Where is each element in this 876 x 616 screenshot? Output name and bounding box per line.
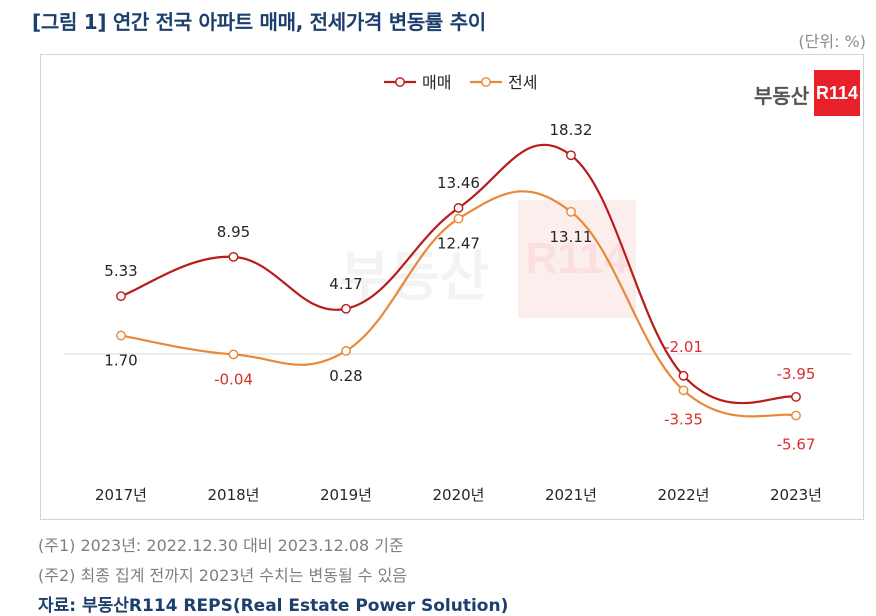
sale-data-label-5: -2.01 <box>664 338 703 356</box>
jeonse-data-label-4: 13.11 <box>550 228 593 246</box>
sale-point-1 <box>228 251 239 262</box>
jeonse-point-4 <box>566 206 576 217</box>
jeonse-data-label-6: -5.67 <box>777 436 816 454</box>
sale-data-label-0: 5.33 <box>104 262 137 280</box>
sale-data-label-1: 8.95 <box>217 223 250 241</box>
brand-logo-text: 부동산 <box>754 84 810 108</box>
jeonse-data-label-0: 1.70 <box>104 352 137 370</box>
sale-series-line <box>120 143 797 405</box>
footnote-1: (주1) 2023년: 2022.12.30 대비 2023.12.08 기준 <box>38 536 404 555</box>
watermark-text: 부동산 <box>340 245 490 308</box>
page-title: [그림 1] 연간 전국 아파트 매매, 전세가격 변동률 추이 <box>32 10 486 34</box>
sale-data-label-6: -3.95 <box>777 365 816 383</box>
legend-sale-label: 매매 <box>422 73 451 92</box>
sale-point-2 <box>341 303 351 314</box>
watermark-logo: R114 <box>518 200 636 318</box>
sale-data-label-3: 13.46 <box>437 174 480 192</box>
jeonse-point-1 <box>228 349 239 360</box>
sale-data-label-4: 18.32 <box>550 121 593 139</box>
jeonse-point-6 <box>791 410 801 421</box>
jeonse-point-3 <box>453 213 464 224</box>
x-tick-label-5: 2022년 <box>658 486 710 504</box>
jeonse-data-label-3: 12.47 <box>437 235 480 253</box>
x-tick-label-4: 2021년 <box>545 486 597 504</box>
jeonse-data-label-5: -3.35 <box>664 410 703 428</box>
brand-logo-box: R114 <box>814 70 860 116</box>
jeonse-point-5 <box>678 385 689 396</box>
sale-point-5 <box>678 370 689 381</box>
jeonse-data-label-2: 0.28 <box>329 367 362 385</box>
footnote-2: (주2) 최종 집계 전까지 2023년 수치는 변동될 수 있음 <box>38 566 408 585</box>
x-tick-label-3: 2020년 <box>433 486 485 504</box>
legend-jeonse-label: 전세 <box>508 73 537 92</box>
x-tick-label-0: 2017년 <box>95 486 147 504</box>
sale-data-label-2: 4.17 <box>329 275 362 293</box>
unit-label: (단위: %) <box>798 32 866 51</box>
x-tick-label-2: 2019년 <box>320 486 372 504</box>
sale-point-6 <box>791 391 801 402</box>
source-credit: 자료: 부동산R114 REPS(Real Estate Power Solut… <box>38 596 509 616</box>
jeonse-point-2 <box>341 346 351 356</box>
sale-point-0 <box>116 291 126 302</box>
chart-frame <box>40 54 864 520</box>
sale-point-4 <box>566 150 576 161</box>
x-tick-label-6: 2023년 <box>770 486 822 504</box>
x-tick-label-1: 2018년 <box>208 486 260 504</box>
legend-sale-marker <box>395 77 405 87</box>
jeonse-point-0 <box>116 330 126 341</box>
legend-jeonse-marker <box>481 77 491 87</box>
jeonse-data-label-1: -0.04 <box>214 370 253 388</box>
sale-point-3 <box>453 203 464 213</box>
